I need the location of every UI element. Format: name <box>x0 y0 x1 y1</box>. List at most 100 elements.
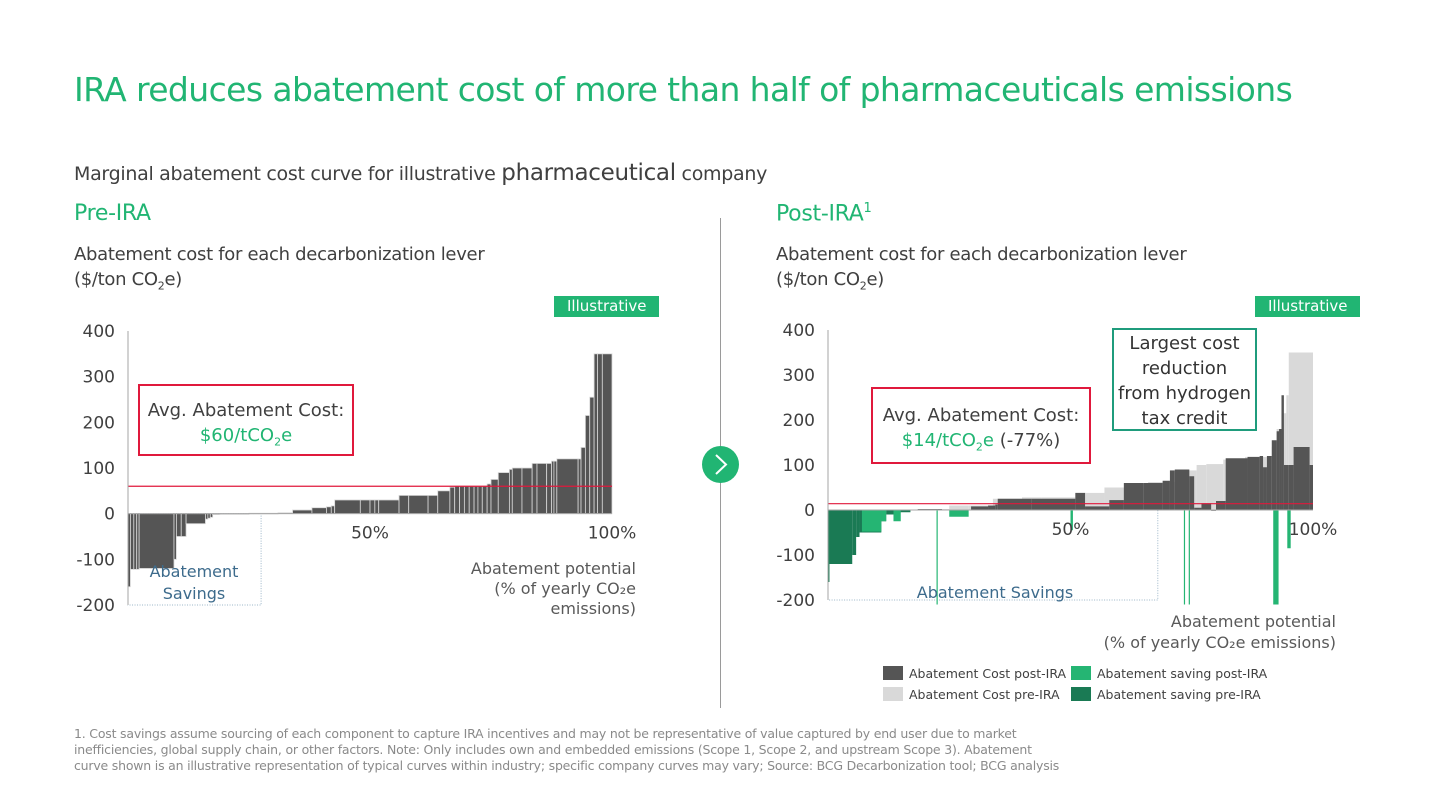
bar-37 <box>486 483 492 515</box>
chevron-right-glyph <box>715 454 728 475</box>
pre-avg-cost-box: Avg. Abatement Cost: $60/tCO2e <box>138 384 354 456</box>
post-savings-label: Abatement Savings <box>916 583 1074 602</box>
pre-axis-unit-a: ($/ton CO <box>74 269 158 290</box>
y-tick-label: 400 <box>783 321 815 341</box>
cost-post-ira-bar-30 <box>1283 465 1289 510</box>
bar-18 <box>326 506 332 515</box>
pre-savings-label: Abatement Savings <box>128 561 260 605</box>
bar-7 <box>180 513 187 537</box>
page-subtitle: Marginal abatement cost curve for illust… <box>74 160 767 186</box>
saving-pre-ira-bar-3 <box>856 510 860 537</box>
cost-post-ira-bar-31 <box>1288 465 1294 510</box>
y-tick-label: 0 <box>804 501 815 521</box>
bar-32 <box>463 485 470 515</box>
cost-post-ira-bar-14 <box>1174 469 1190 510</box>
legend-item-saving-post-ira: Abatement saving post-IRA <box>1071 666 1267 681</box>
pre-avg-value-a: $60/tCO <box>199 425 275 446</box>
bar-4 <box>138 513 175 569</box>
post-avg-change: (-77%) <box>994 430 1061 451</box>
cost-post-ira-bar-20 <box>1216 501 1226 510</box>
cost-post-ira-bar-21 <box>1225 458 1248 510</box>
chevron-right-icon <box>702 446 739 483</box>
bar-28 <box>437 490 451 515</box>
bar-44 <box>536 463 548 515</box>
bar-27 <box>427 494 439 515</box>
pre-axes-group: 400 300 200 100 0 -100 -200 50% 100% <box>76 322 636 616</box>
post-xlabel-1: Abatement potential <box>1170 612 1336 631</box>
post-avg-cost-box: Avg. Abatement Cost: $14/tCO2e (-77%) <box>871 387 1091 464</box>
cost-post-ira-bar-26 <box>1271 440 1277 510</box>
footnote: 1. Cost savings assume sourcing of each … <box>74 726 1194 774</box>
footnote-line-2: inefficiencies, global supply chain, or … <box>74 742 1032 757</box>
bar-53 <box>593 353 598 515</box>
saving-post-ira-bar-3 <box>949 510 969 517</box>
post-avg-value: $14/tCO2e (-77%) <box>873 428 1089 460</box>
cost-post-ira-bar-11 <box>1143 483 1163 510</box>
bar-19 <box>330 505 336 515</box>
pre-ira-chart: 400 300 200 100 0 -100 -200 50% 100% <box>76 322 636 616</box>
bar-52 <box>589 396 595 515</box>
post-axis-title-line2: ($/ton CO2e) <box>776 267 1186 299</box>
pre-axis-unit-b: e) <box>164 269 182 290</box>
subtitle-part-2: pharmaceutical <box>501 160 676 186</box>
legend-item-cost-pre-ira: Abatement Cost pre-IRA <box>883 687 1060 702</box>
bar-39 <box>497 472 510 515</box>
cost-post-ira-bar-9 <box>1109 500 1124 510</box>
subtitle-part-3: company <box>675 163 768 185</box>
bar-38 <box>490 479 499 515</box>
cost-post-ira-bar-6 <box>1031 498 1076 510</box>
saving-post-ira-bar-5 <box>1273 510 1279 605</box>
bar-17 <box>311 507 327 515</box>
cost-post-ira-bar-23 <box>1259 456 1264 510</box>
pre-avg-value-sub: 2 <box>274 435 282 449</box>
bar-41 <box>511 467 523 515</box>
callout-line-4: tax credit <box>1141 408 1228 429</box>
cost-pre-ira-bar-2 <box>949 505 969 510</box>
saving-pre-ira-bar-1 <box>829 510 853 564</box>
bar-40 <box>508 468 513 515</box>
pre-avg-value-b: e <box>281 425 293 446</box>
post-ira-heading: Post-IRA1 <box>776 201 872 226</box>
post-ira-axis-title: Abatement cost for each decarbonization … <box>776 242 1187 299</box>
y-tick-label: 400 <box>83 322 115 342</box>
bar-30 <box>454 485 460 515</box>
saving-post-ira-bar-4 <box>1070 510 1073 531</box>
cost-post-ira-bar-27 <box>1276 431 1280 510</box>
bar-26 <box>408 494 429 515</box>
saving-pre-ira-bar-6 <box>886 510 896 515</box>
hydrogen-callout-box: Largest cost reduction from hydrogen tax… <box>1112 328 1257 431</box>
bar-45 <box>546 463 552 515</box>
cost-post-ira-bar-15 <box>1189 476 1195 510</box>
legend-swatch-cost-pre-ira <box>883 687 903 701</box>
post-bars-group <box>827 352 1313 605</box>
callout-line-2: reduction <box>1141 358 1228 379</box>
cost-post-ira-bar-5 <box>997 498 1032 510</box>
pre-avg-value: $60/tCO2e <box>140 423 352 455</box>
callout-line-1: Largest cost <box>1129 333 1240 354</box>
post-axes-group: 400 300 200 100 0 -100 -200 50% 100% <box>776 321 1337 611</box>
cost-post-ira-bar-17 <box>1199 507 1202 510</box>
cost-post-ira-bar-24 <box>1263 467 1267 510</box>
legend-item-saving-pre-ira: Abatement saving pre-IRA <box>1071 687 1261 702</box>
bar-22 <box>369 499 376 515</box>
pre-xlabel-3: emissions) <box>550 599 637 618</box>
bar-34 <box>473 485 479 515</box>
bar-54 <box>597 353 603 515</box>
legend-label-saving-post-ira: Abatement saving post-IRA <box>1097 666 1268 681</box>
pre-savings-label-1: Abatement <box>149 562 239 581</box>
saving-post-ira-bar-0 <box>861 510 882 532</box>
post-avg-label: Avg. Abatement Cost: <box>882 405 1080 426</box>
y-tick-label: 0 <box>104 505 115 525</box>
cost-post-ira-bar-22 <box>1247 456 1260 510</box>
pre-illustrative-badge: Illustrative <box>554 296 660 317</box>
bar-8 <box>185 513 206 525</box>
post-heading-footnote-ref: 1 <box>863 201 872 216</box>
x-tick-label: 50% <box>351 524 389 544</box>
saving-post-ira-bar-2 <box>893 510 901 522</box>
cost-post-ira-bar-8 <box>1085 506 1110 510</box>
y-tick-label: -100 <box>776 546 815 566</box>
bar-21 <box>359 499 371 515</box>
y-tick-label: -200 <box>76 596 115 616</box>
bar-42 <box>521 467 533 515</box>
post-avg-value-b: e <box>982 430 994 451</box>
